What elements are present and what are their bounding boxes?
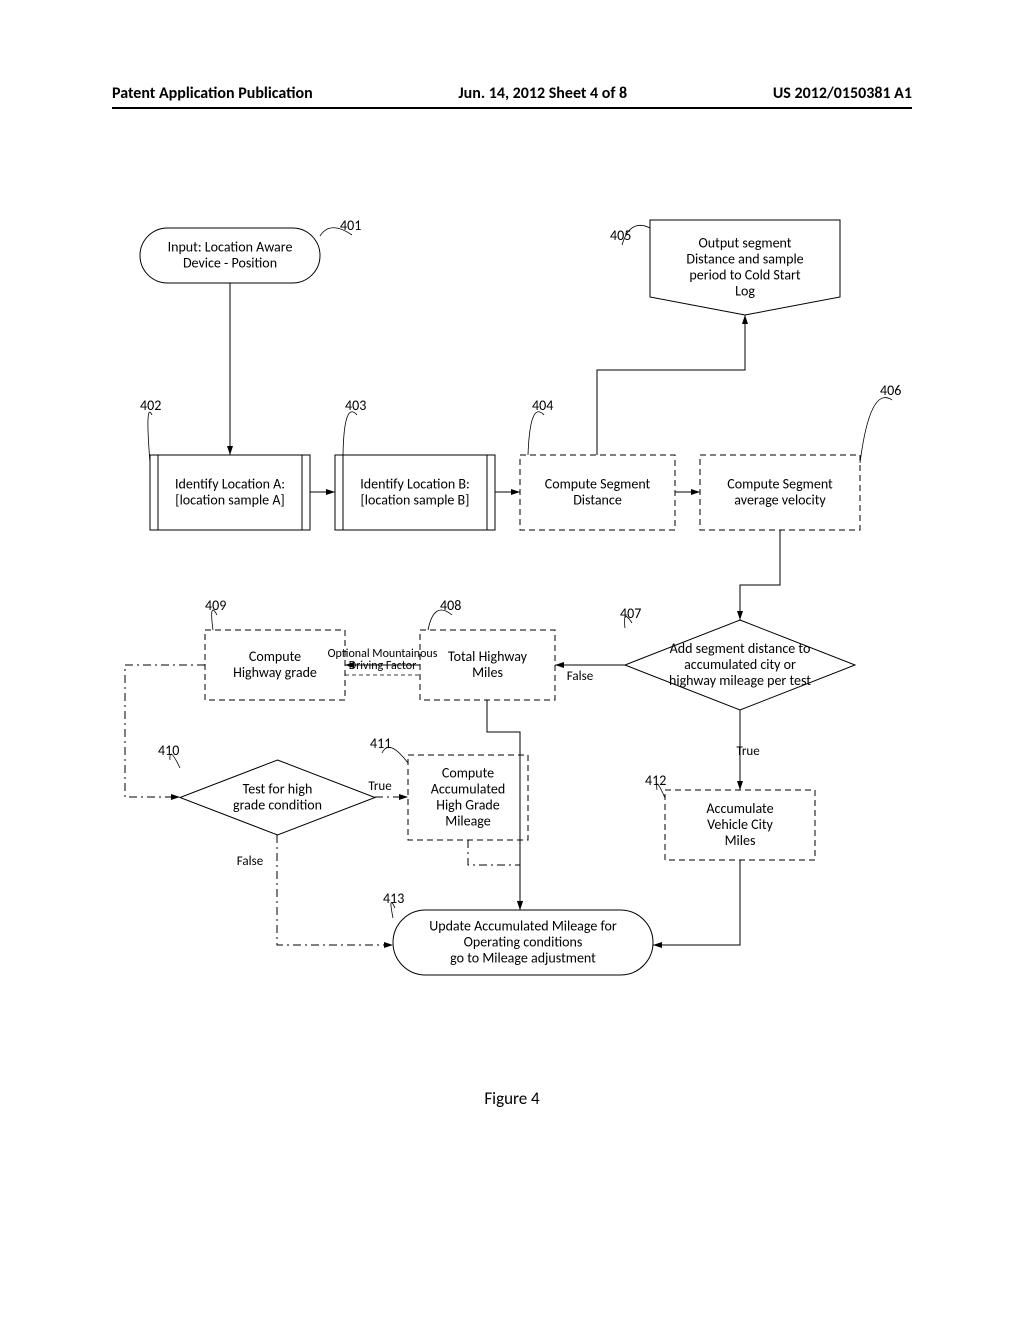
svg-text:Compute Segment: Compute Segment <box>545 476 651 493</box>
svg-text:Total Highway: Total Highway <box>448 648 528 665</box>
svg-text:Compute: Compute <box>442 765 494 782</box>
svg-text:False: False <box>567 669 593 684</box>
svg-text:[location sample B]: [location sample B] <box>361 492 470 509</box>
svg-text:Accumulate: Accumulate <box>706 800 773 817</box>
svg-text:409: 409 <box>205 597 226 614</box>
svg-text:Miles: Miles <box>472 664 503 681</box>
svg-text:402: 402 <box>140 397 161 414</box>
svg-text:period to Cold Start: period to Cold Start <box>689 267 801 284</box>
svg-text:Compute Segment: Compute Segment <box>727 476 833 493</box>
svg-text:406: 406 <box>880 382 901 399</box>
svg-text:grade condition: grade condition <box>233 797 322 814</box>
svg-text:Log: Log <box>735 283 755 300</box>
svg-text:413: 413 <box>383 890 404 907</box>
svg-text:Identify Location B:: Identify Location B: <box>360 476 469 493</box>
svg-text:Accumulated: Accumulated <box>431 781 505 798</box>
svg-text:True: True <box>736 744 759 759</box>
svg-text:Update Accumulated Mileage for: Update Accumulated Mileage for <box>429 918 617 935</box>
figure-caption: Figure 4 <box>0 1088 1024 1109</box>
svg-text:highway mileage per test: highway mileage per test <box>669 672 811 689</box>
svg-text:[location sample A]: [location sample A] <box>175 492 284 509</box>
svg-text:average velocity: average velocity <box>734 492 826 509</box>
svg-text:401: 401 <box>340 217 361 234</box>
svg-text:accumulated city or: accumulated city or <box>684 656 796 673</box>
svg-text:407: 407 <box>620 605 641 622</box>
svg-text:False: False <box>237 854 263 869</box>
svg-text:Miles: Miles <box>725 832 756 849</box>
svg-text:Compute: Compute <box>249 648 301 665</box>
svg-text:High Grade: High Grade <box>436 797 500 814</box>
svg-text:go to Mileage adjustment: go to Mileage adjustment <box>450 950 596 967</box>
svg-text:Test for high: Test for high <box>243 781 313 798</box>
svg-text:Mileage: Mileage <box>445 813 491 830</box>
header-left: Patent Application Publication <box>112 84 313 103</box>
svg-text:408: 408 <box>440 597 461 614</box>
svg-text:True: True <box>368 779 391 794</box>
svg-text:404: 404 <box>532 397 553 414</box>
svg-text:Identify Location A:: Identify Location A: <box>175 476 285 493</box>
header-center: Jun. 14, 2012 Sheet 4 of 8 <box>458 84 627 103</box>
svg-text:Vehicle City: Vehicle City <box>707 816 773 833</box>
svg-text:Distance: Distance <box>573 492 622 509</box>
svg-text:Input: Location Aware: Input: Location Aware <box>168 239 293 256</box>
svg-text:Distance and sample: Distance and sample <box>686 251 803 268</box>
svg-text:403: 403 <box>345 397 366 414</box>
svg-text:Device - Position: Device - Position <box>183 255 277 272</box>
svg-text:411: 411 <box>370 735 391 752</box>
svg-text:405: 405 <box>610 227 631 244</box>
svg-text:Operating conditions: Operating conditions <box>464 934 583 951</box>
svg-text:Driving Factor: Driving Factor <box>349 659 417 673</box>
flowchart-diagram: Input: Location AwareDevice - Position 40… <box>120 200 910 1070</box>
svg-text:412: 412 <box>645 772 666 789</box>
header-right: US 2012/0150381 A1 <box>773 84 912 103</box>
svg-text:Add segment distance to: Add segment distance to <box>670 640 811 657</box>
svg-text:Highway grade: Highway grade <box>233 664 317 681</box>
svg-text:410: 410 <box>158 742 179 759</box>
svg-text:Output segment: Output segment <box>699 235 792 252</box>
